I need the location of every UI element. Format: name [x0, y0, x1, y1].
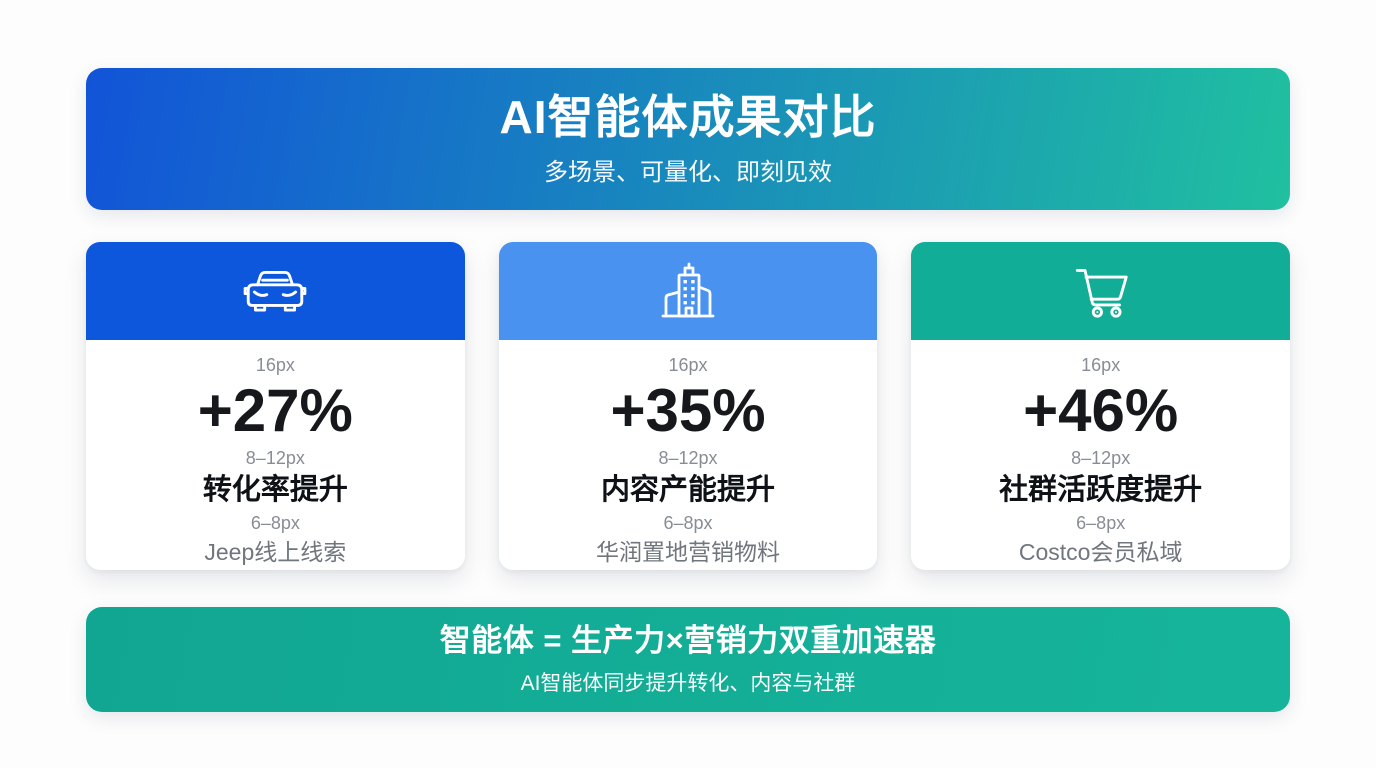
footer-subtitle: AI智能体同步提升转化、内容与社群 [520, 672, 856, 696]
size-annotation-bottom: 6–8px [663, 512, 713, 533]
car-icon [244, 271, 307, 312]
stat-label: 转化率提升 [202, 474, 348, 507]
size-annotation-top: 16px [1081, 355, 1121, 375]
stat-caption: Costco会员私域 [1018, 539, 1183, 566]
card-header-community [911, 242, 1291, 340]
size-annotation-bottom: 6–8px [1076, 512, 1126, 533]
footer-banner: 智能体 = 生产力×营销力双重加速器 AI智能体同步提升转化、内容与社群 [86, 607, 1290, 712]
stat-caption: Jeep线上线索 [204, 539, 347, 566]
stat-card-community: 16px +46% 8–12px 社群活跃度提升 6–8px Costco会员私… [911, 242, 1291, 570]
stat-caption: 华润置地营销物料 [596, 539, 780, 566]
size-annotation-bottom: 6–8px [250, 512, 300, 533]
card-body: 16px +35% 8–12px 内容产能提升 6–8px 华润置地营销物料 [499, 340, 878, 568]
size-annotation-mid: 8–12px [245, 447, 305, 468]
stat-cards-row: 16px +27% 8–12px 转化率提升 6–8px Jeep线上线索 [86, 242, 1291, 570]
stat-value: +35% [610, 377, 766, 445]
stat-label: 社群活跃度提升 [999, 474, 1203, 507]
card-body: 16px +46% 8–12px 社群活跃度提升 6–8px Costco会员私… [911, 340, 1290, 568]
building-icon [661, 262, 715, 318]
card-header-content [498, 242, 878, 340]
size-annotation-top: 16px [668, 355, 708, 375]
card-body: 16px +27% 8–12px 转化率提升 6–8px Jeep线上线索 [86, 340, 465, 568]
stat-card-content: 16px +35% 8–12px 内容产能提升 6–8px 华润置地营销物料 [498, 242, 878, 570]
size-annotation-mid: 8–12px [1071, 447, 1131, 468]
footer-title: 智能体 = 生产力×营销力双重加速器 [439, 622, 937, 658]
size-annotation-top: 16px [255, 355, 295, 375]
stat-value: +27% [197, 377, 353, 445]
page-title: AI智能体成果对比 [499, 90, 877, 143]
stat-label: 内容产能提升 [601, 474, 776, 507]
cart-icon [1075, 268, 1128, 318]
size-annotation-mid: 8–12px [658, 447, 718, 468]
stat-card-conversion: 16px +27% 8–12px 转化率提升 6–8px Jeep线上线索 [86, 242, 465, 570]
stat-value: +46% [1023, 377, 1179, 445]
header-banner: AI智能体成果对比 多场景、可量化、即刻见效 [86, 68, 1290, 210]
card-header-conversion [86, 242, 465, 340]
page-subtitle: 多场景、可量化、即刻见效 [544, 159, 832, 187]
